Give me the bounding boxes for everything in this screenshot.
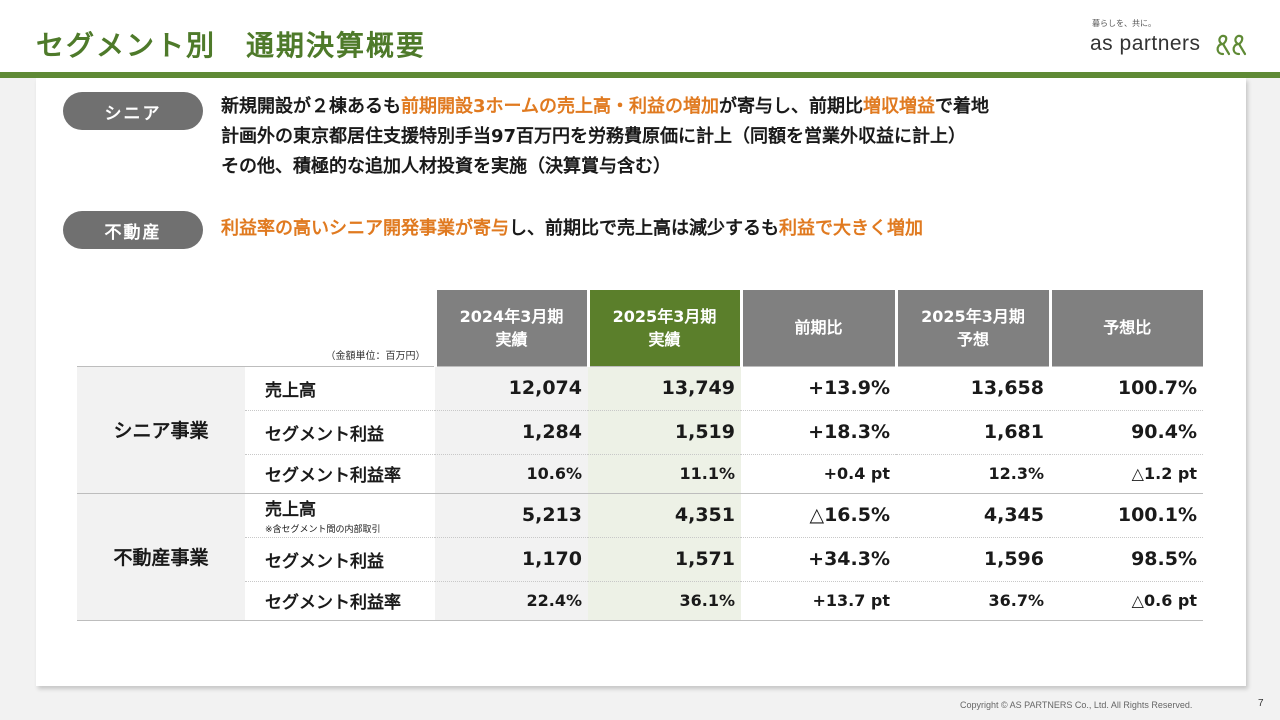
- metric-label: セグメント利益: [245, 410, 435, 455]
- value-fy2025: 36.1%: [588, 581, 741, 621]
- value-fy2025: 4,351: [588, 492, 741, 538]
- value-forecast: 1,596: [896, 537, 1050, 582]
- copyright-notice: Copyright © AS PARTNERS Co., Ltd. All Ri…: [960, 700, 1193, 710]
- value-yoy: +13.9%: [741, 365, 896, 411]
- value-fy2024: 1,170: [435, 537, 588, 582]
- realestate-summary-line-1: 利益率の高いシニア開発事業が寄与し、前期比で売上高は減少するも利益で大きく増加: [221, 218, 923, 239]
- realestate-summary: 利益率の高いシニア開発事業が寄与し、前期比で売上高は減少するも利益で大きく増加: [221, 214, 923, 244]
- header-yoy: 前期比: [739, 290, 896, 366]
- table-row: セグメント利益 1,170 1,571 +34.3% 1,596 98.5%: [77, 537, 1203, 582]
- header-fy2025-forecast: 2025年3月期 予想: [894, 290, 1050, 366]
- logo-tagline: 暮らしを、共に。: [1092, 19, 1156, 28]
- value-yoy: +0.4 pt: [741, 454, 896, 494]
- header-vs-forecast: 予想比: [1048, 290, 1203, 366]
- company-logo: 暮らしを、共に。 as partners: [1090, 18, 1260, 60]
- slide-header: セグメント別 通期決算概要 暮らしを、共に。 as partners: [0, 0, 1280, 72]
- unit-note: （金額単位：百万円）: [325, 350, 426, 362]
- value-yoy: △16.5%: [741, 492, 896, 538]
- logo-text: as partners: [1090, 32, 1201, 55]
- table-row: シニア事業 売上高 12,074 13,749 +13.9% 13,658 10…: [77, 365, 1203, 494]
- value-vs-forecast: 100.1%: [1050, 492, 1203, 538]
- table-row: セグメント利益率 10.6% 11.1% +0.4 pt 12.3% △1.2 …: [77, 454, 1203, 494]
- value-fy2025: 1,571: [588, 537, 741, 582]
- header-divider: [0, 72, 1280, 78]
- value-forecast: 4,345: [896, 492, 1050, 538]
- metric-note: ※含セグメント間の内部取引: [265, 525, 381, 535]
- value-yoy: +18.3%: [741, 410, 896, 455]
- senior-summary-line-2: 計画外の東京都居住支援特別手当97百万円を労務費原価に計上（同額を営業外収益に計…: [221, 126, 967, 147]
- senior-badge: シニア: [63, 92, 203, 130]
- header-fy2025-actual: 2025年3月期 実績: [586, 290, 741, 366]
- metric-label: セグメント利益率: [245, 454, 435, 494]
- content-card: シニア 新規開設が２棟あるも前期開設3ホームの売上高・利益の増加が寄与し、前期比…: [36, 78, 1246, 686]
- value-vs-forecast: 100.7%: [1050, 365, 1203, 411]
- value-fy2025: 13,749: [588, 365, 741, 411]
- table-row: セグメント利益 1,284 1,519 +18.3% 1,681 90.4%: [77, 410, 1203, 455]
- header-fy2024-actual: 2024年3月期 実績: [433, 290, 588, 366]
- value-fy2024: 22.4%: [435, 581, 588, 621]
- value-vs-forecast: △1.2 pt: [1050, 454, 1203, 494]
- value-vs-forecast: △0.6 pt: [1050, 581, 1203, 621]
- metric-label: 売上高 ※含セグメント間の内部取引: [245, 492, 435, 538]
- segment-name-senior: シニア事業: [77, 365, 245, 494]
- value-vs-forecast: 90.4%: [1050, 410, 1203, 455]
- table-header-row: （金額単位：百万円） 2024年3月期 実績 2025年3月期 実績 前期比 202…: [77, 290, 1203, 366]
- value-yoy: +13.7 pt: [741, 581, 896, 621]
- page-number: 7: [1258, 698, 1264, 709]
- senior-summary-line-3: その他、積極的な追加人材投資を実施（決算賞与含む）: [221, 156, 671, 177]
- value-forecast: 12.3%: [896, 454, 1050, 494]
- value-forecast: 13,658: [896, 365, 1050, 411]
- table-row: セグメント利益率 22.4% 36.1% +13.7 pt 36.7% △0.6…: [77, 581, 1203, 621]
- value-vs-forecast: 98.5%: [1050, 537, 1203, 582]
- realestate-badge: 不動産: [63, 211, 203, 249]
- senior-summary-line-1: 新規開設が２棟あるも前期開設3ホームの売上高・利益の増加が寄与し、前期比増収増益…: [221, 96, 989, 117]
- metric-label: セグメント利益: [245, 537, 435, 582]
- value-fy2024: 10.6%: [435, 454, 588, 494]
- value-fy2024: 1,284: [435, 410, 588, 455]
- segment-name-realestate: 不動産事業: [77, 492, 245, 621]
- value-fy2024: 5,213: [435, 492, 588, 538]
- senior-summary: 新規開設が２棟あるも前期開設3ホームの売上高・利益の増加が寄与し、前期比増収増益…: [221, 92, 989, 182]
- logo-mark-icon: [1216, 34, 1247, 56]
- value-yoy: +34.3%: [741, 537, 896, 582]
- value-forecast: 36.7%: [896, 581, 1050, 621]
- segment-results-table: （金額単位：百万円） 2024年3月期 実績 2025年3月期 実績 前期比 202…: [77, 290, 1203, 621]
- value-forecast: 1,681: [896, 410, 1050, 455]
- metric-label: セグメント利益率: [245, 581, 435, 621]
- metric-label: 売上高: [245, 365, 435, 411]
- value-fy2025: 11.1%: [588, 454, 741, 494]
- page-title: セグメント別 通期決算概要: [36, 29, 427, 62]
- table-row: 不動産事業 売上高 ※含セグメント間の内部取引 5,213 4,351 △16.5…: [77, 492, 1203, 621]
- value-fy2025: 1,519: [588, 410, 741, 455]
- value-fy2024: 12,074: [435, 365, 588, 411]
